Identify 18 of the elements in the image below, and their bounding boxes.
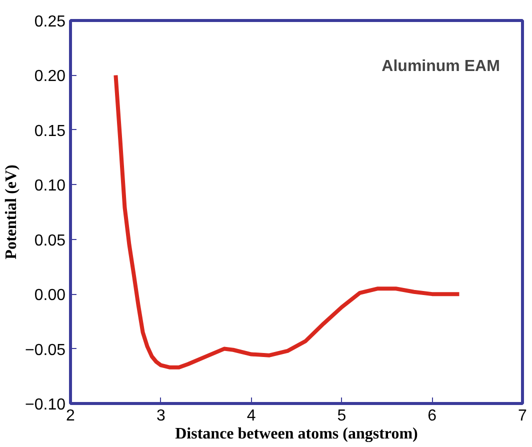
- y-tick-label: 0.20: [34, 68, 66, 86]
- x-axis-title: Distance between atoms (angstrom): [175, 426, 418, 442]
- x-tick-label: 6: [428, 408, 437, 424]
- y-tick-label: 0.15: [34, 122, 66, 140]
- annotation: Aluminum EAM: [382, 58, 500, 76]
- x-tick-label: 2: [66, 408, 76, 424]
- line-series: [114, 73, 462, 370]
- x-tick-label: 4: [246, 408, 256, 424]
- y-tick-label: 0.05: [34, 232, 66, 250]
- x-tick-label: 5: [337, 408, 346, 424]
- x-tick-label: 3: [156, 408, 166, 424]
- y-tick-label: −0.05: [25, 342, 66, 359]
- y-axis-title: Potential (eV): [3, 164, 20, 260]
- y-tick-label: 0.10: [34, 178, 66, 195]
- y-tick-label: −0.10: [25, 396, 66, 414]
- y-tick-label: 0.25: [34, 14, 66, 30]
- y-tick-label: 0.00: [34, 287, 66, 304]
- x-tick-label: 7: [518, 408, 528, 424]
